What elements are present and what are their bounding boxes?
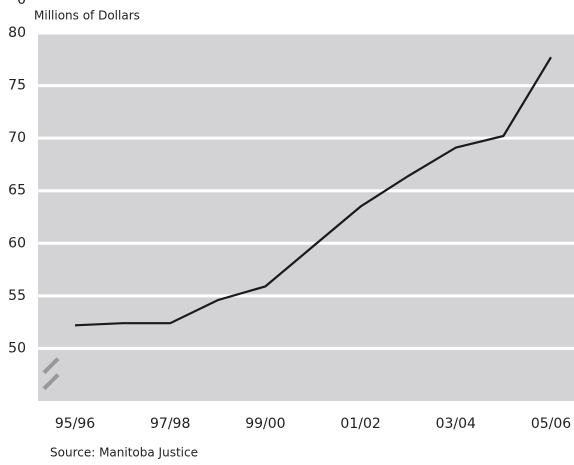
y-tick-label: 55 — [8, 288, 26, 304]
y-tick-label: 0 — [17, 0, 26, 8]
y-tick-label: 50 — [8, 340, 26, 356]
plot-area — [38, 33, 574, 401]
y-tick-label: 60 — [8, 235, 26, 251]
y-tick-label: 65 — [8, 183, 26, 199]
axis-break-mark — [42, 373, 60, 391]
y-tick-label: 70 — [8, 130, 26, 146]
x-tick-label: 99/00 — [245, 416, 285, 432]
source-note: Source: Manitoba Justice — [50, 446, 198, 460]
y-axis-label: Millions of Dollars — [34, 9, 140, 23]
y-tick-label: 75 — [8, 78, 26, 94]
x-tick-label: 03/04 — [436, 416, 476, 432]
axis-break-mark — [42, 357, 60, 375]
line-series — [74, 56, 552, 327]
x-tick-label: 97/98 — [150, 416, 190, 432]
x-tick-label: 01/02 — [340, 416, 380, 432]
y-tick-label: 80 — [8, 25, 26, 41]
x-tick-label: 95/96 — [55, 416, 95, 432]
x-tick-label: 05/06 — [531, 416, 571, 432]
